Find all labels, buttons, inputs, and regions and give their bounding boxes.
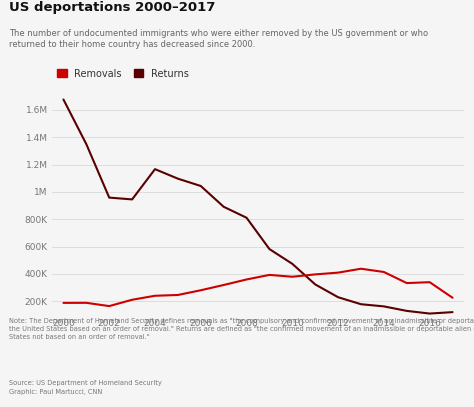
Legend: Removals, Returns: Removals, Returns — [57, 69, 189, 79]
Text: The number of undocumented immigrants who were either removed by the US governme: The number of undocumented immigrants wh… — [9, 28, 428, 49]
Text: Note: The Department of Homeland Security defines removals as "the compulsory an: Note: The Department of Homeland Securit… — [9, 318, 474, 340]
Text: Source: US Department of Homeland Security
Graphic: Paul Martucci, CNN: Source: US Department of Homeland Securi… — [9, 380, 162, 394]
Text: US deportations 2000–2017: US deportations 2000–2017 — [9, 1, 216, 14]
